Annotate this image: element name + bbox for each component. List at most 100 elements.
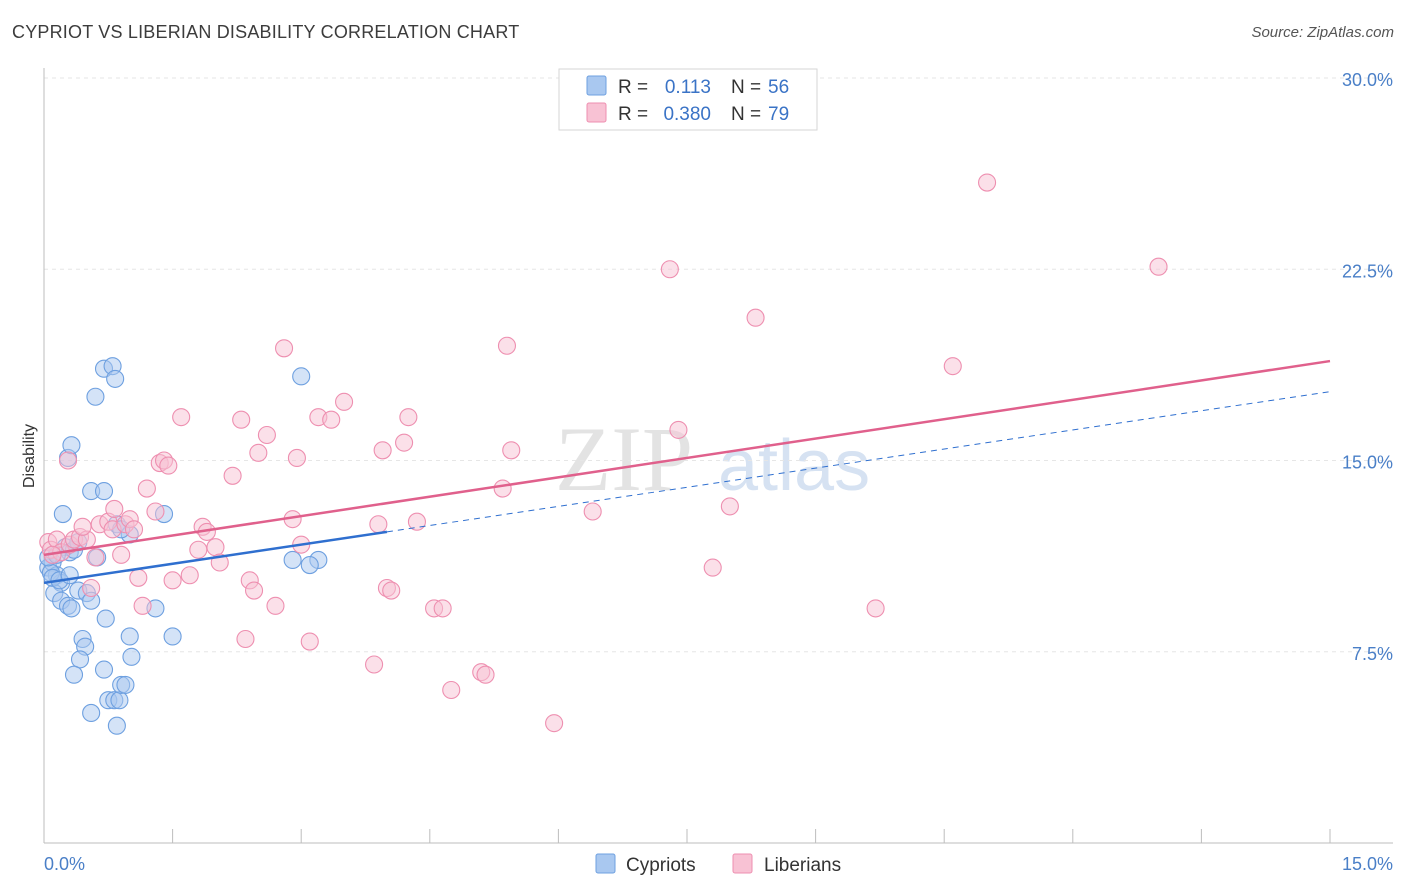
liberian-point [335,392,354,411]
cypriot-point [106,369,125,388]
liberian-point [159,456,178,475]
cypriot-point [94,660,114,679]
liberian-point [746,308,765,327]
liberian-point [86,548,105,567]
liberian-point [442,680,461,700]
liberian-point [105,499,124,519]
liberian-point [172,408,191,427]
y-tick-label: 22.5% [1342,261,1393,281]
legend-swatch-liberians [586,102,607,123]
liberian-point [124,520,144,539]
y-tick-label: 15.0% [1342,453,1393,473]
legend-label-cypriots: Cypriots [626,855,696,876]
liberian-point [660,260,679,279]
liberian-point [112,545,131,564]
liberian-point [137,479,156,498]
correlation-legend: R = 0.113 N = 56 R = 0.380 N = 79 [558,68,818,131]
liberian-point [545,714,564,733]
liberian-point [287,448,306,468]
cypriot-point [96,609,115,628]
liberian-point [266,596,285,615]
liberian-point [206,538,225,557]
legend-swatch-cypriots [586,75,607,96]
cypriot-point [163,627,182,646]
liberian-point [300,632,319,651]
liberian-point [244,581,264,600]
liberian-point [146,502,165,521]
liberian-point [943,357,962,376]
liberian-point [249,443,268,462]
liberian-point [180,566,199,585]
y-axis-title: Disability [21,424,38,488]
liberian-point [373,441,392,460]
liberian-point [82,578,101,598]
legend-swatch-cypriots-bottom [595,853,616,874]
liberian-point [369,515,388,534]
liberian-point [395,433,414,452]
watermark-zip: ZIP [555,408,693,510]
cypriot-point [110,691,129,710]
legend-label-liberians: Liberians [764,855,841,876]
liberian-point [236,629,255,649]
cypriot-trend-line [43,530,388,585]
trend-lines [43,359,1331,585]
liberian-point [275,339,294,358]
axes: 7.5% 15.0% 22.5% 30.0% [43,68,1393,844]
liberian-point [703,558,722,577]
liberian-point [493,479,512,498]
cypriot-point [120,627,139,646]
liberian-point [720,497,739,516]
cypriot-point [300,555,319,575]
x-tick-label-min: 0.0% [44,854,85,874]
cypriot-point [82,703,101,723]
cypriot-point [122,647,141,666]
liberian-point [322,410,341,429]
series-legend: Cypriots Liberians [595,853,841,876]
liberian-point [163,571,182,590]
legend-swatch-liberians-bottom [732,853,753,874]
liberian-point [232,410,251,429]
cypriot-point [64,665,84,684]
liberian-point [1149,257,1168,276]
cypriot-point [292,367,311,386]
liberian-point [583,502,602,521]
liberian-point [669,420,688,439]
cypriot-point [62,436,81,455]
liberian-point [866,599,885,618]
legend-r-label: R = [618,104,648,125]
liberian-point [476,665,495,684]
legend-n-label: N = [731,104,761,125]
liberian-point [73,517,92,536]
legend-r-value-cypriots: 0.113 [665,77,711,98]
liberian-trend-line [43,359,1331,557]
legend-r-label: R = [618,77,648,98]
liberian-point [407,512,426,531]
cypriot-point [94,482,114,501]
liberian-point [223,466,242,485]
watermark-atlas: atlas [718,426,870,506]
data-points [39,173,1168,735]
cypriot-point [62,599,81,618]
cypriot-point [70,650,90,669]
legend-n-value-liberians: 79 [768,104,789,125]
liberian-point [129,568,148,587]
cypriot-point [283,550,302,570]
liberian-point [365,655,384,674]
cypriot-point [116,675,135,694]
liberian-point [382,581,401,600]
legend-n-value-cypriots: 56 [768,77,789,98]
liberian-point [399,408,418,427]
liberian-point [433,599,452,618]
liberian-point [189,540,208,559]
liberian-point [497,336,517,355]
cypriot-point [53,504,72,524]
liberian-point [502,441,521,460]
y-tick-label: 7.5% [1352,644,1393,664]
y-tick-label: 30.0% [1342,70,1393,90]
legend-n-label: N = [731,77,761,98]
liberian-point [58,451,78,470]
cypriot-trend-extension [386,391,1331,533]
cypriot-point [86,387,105,406]
liberian-point [133,596,152,615]
